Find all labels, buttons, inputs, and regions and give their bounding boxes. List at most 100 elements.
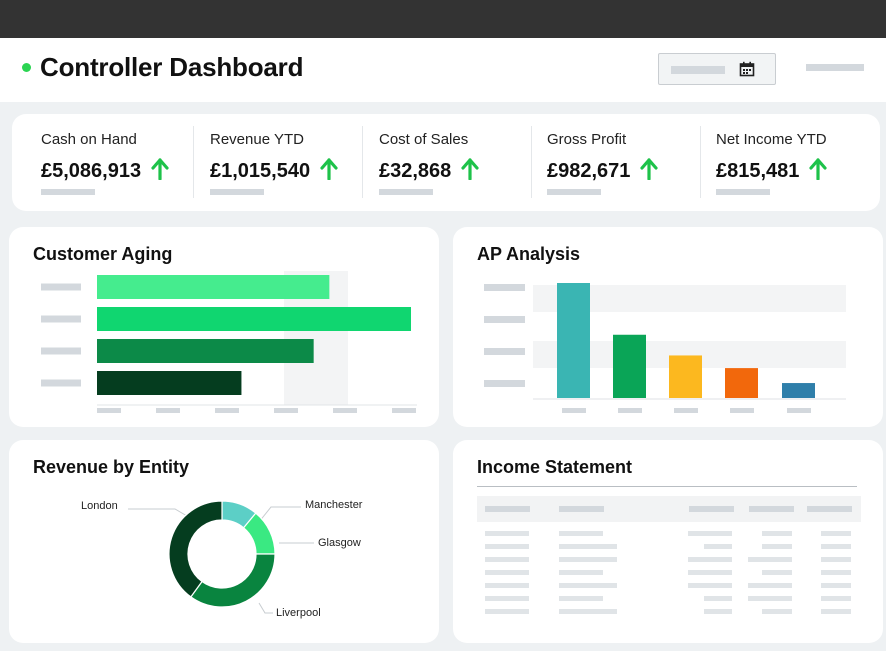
table-cell-placeholder [821, 557, 851, 562]
aging-bar [97, 371, 242, 395]
revenue-by-entity-panel: Revenue by Entity London Manchester Glas… [9, 440, 439, 643]
up-arrow-icon [151, 158, 169, 180]
kpi-summary-card: Cash on Hand £5,086,913 Revenue YTD £1,0… [12, 114, 880, 211]
aging-bar [97, 275, 330, 299]
up-arrow-icon [461, 158, 479, 180]
donut-slice [190, 553, 276, 608]
x-tick-placeholder [274, 408, 298, 413]
kpi-divider [531, 126, 532, 198]
kpi-value-row: £5,086,913 [41, 158, 169, 183]
panel-title: Revenue by Entity [33, 457, 190, 477]
donut-label-liverpool: Liverpool [276, 607, 321, 619]
aging-bar [97, 307, 411, 331]
category-label-placeholder [41, 315, 81, 323]
table-cell-placeholder [559, 583, 617, 588]
kpi-divider [362, 126, 363, 198]
column-header-placeholder [559, 506, 604, 512]
column-header-placeholder [807, 506, 852, 512]
table-cell-placeholder [821, 583, 851, 588]
donut-label-glasgow: Glasgow [318, 537, 361, 549]
y-tick-placeholder [484, 316, 525, 323]
kpi-value: £815,481 [716, 160, 800, 182]
kpi-value-row: £815,481 [716, 158, 828, 183]
table-cell-placeholder [748, 583, 792, 588]
revenue-by-entity-chart [128, 500, 314, 614]
kpi-label: Revenue YTD [210, 131, 304, 148]
table-cell-placeholder [485, 583, 529, 588]
x-tick-placeholder [618, 408, 642, 413]
donut-slice [168, 500, 223, 598]
page-title: Controller Dashboard [40, 52, 304, 82]
table-cell-placeholder [559, 557, 617, 562]
kpi-divider [700, 126, 701, 198]
kpi-label: Cost of Sales [379, 131, 469, 148]
panel-title: Customer Aging [33, 244, 173, 264]
date-value-placeholder [671, 66, 725, 74]
ap-bar [557, 283, 590, 398]
table-cell-placeholder [559, 531, 603, 536]
table-cell-placeholder [762, 570, 792, 575]
column-header-placeholder [689, 506, 734, 512]
kpi-bar-placeholder [210, 189, 264, 195]
x-tick-placeholder [97, 408, 121, 413]
table-cell-placeholder [821, 609, 851, 614]
table-cell-placeholder [704, 609, 732, 614]
ap-bar [725, 368, 758, 398]
table-cell-placeholder [748, 557, 792, 562]
table-cell-placeholder [485, 609, 529, 614]
kpi-bar-placeholder [716, 189, 770, 195]
table-cell-placeholder [762, 609, 792, 614]
date-picker[interactable] [658, 53, 776, 85]
kpi-label: Net Income YTD [716, 131, 827, 148]
status-indicator [22, 63, 31, 72]
table-cell-placeholder [485, 544, 529, 549]
kpi-value: £5,086,913 [41, 160, 142, 182]
table-cell-placeholder [485, 596, 529, 601]
table-cell-placeholder [821, 570, 851, 575]
table-cell-placeholder [688, 583, 732, 588]
table-cell-placeholder [559, 570, 603, 575]
table-cell-placeholder [559, 609, 617, 614]
y-tick-placeholder [484, 284, 525, 291]
table-cell-placeholder [485, 570, 529, 575]
column-header-placeholder [485, 506, 530, 512]
x-tick-placeholder [392, 408, 416, 413]
x-tick-placeholder [730, 408, 754, 413]
table-cell-placeholder [704, 544, 732, 549]
kpi-bar-placeholder [379, 189, 433, 195]
table-cell-placeholder [762, 531, 792, 536]
ap-analysis-chart [484, 283, 846, 413]
kpi-value: £1,015,540 [210, 160, 311, 182]
income-statement-panel: Income Statement [453, 440, 883, 643]
kpi-value: £982,671 [547, 160, 631, 182]
x-tick-placeholder [333, 408, 357, 413]
category-label-placeholder [41, 283, 81, 291]
table-cell-placeholder [485, 557, 529, 562]
table-cell-placeholder [821, 544, 851, 549]
kpi-value: £32,868 [379, 160, 452, 182]
ap-bar [669, 355, 702, 398]
y-tick-placeholder [484, 380, 525, 387]
header-menu-placeholder[interactable] [806, 64, 864, 71]
table-cell-placeholder [688, 557, 732, 562]
table-cell-placeholder [762, 544, 792, 549]
y-tick-placeholder [484, 348, 525, 355]
up-arrow-icon [640, 158, 659, 180]
kpi-value-row: £32,868 [379, 158, 479, 183]
donut-label-manchester: Manchester [305, 499, 363, 511]
kpi-bar-placeholder [547, 189, 601, 195]
x-tick-placeholder [215, 408, 239, 413]
kpi-label: Cash on Hand [41, 131, 137, 148]
aging-bar [97, 339, 314, 363]
category-label-placeholder [41, 379, 81, 387]
x-tick-placeholder [562, 408, 586, 413]
kpi-value-row: £982,671 [547, 158, 659, 183]
ap-bar [613, 334, 646, 398]
table-cell-placeholder [748, 596, 792, 601]
table-cell-placeholder [821, 596, 851, 601]
column-header-placeholder [749, 506, 794, 512]
x-tick-placeholder [787, 408, 811, 413]
table-cell-placeholder [559, 596, 603, 601]
table-cell-placeholder [704, 596, 732, 601]
table-cell-placeholder [821, 531, 851, 536]
